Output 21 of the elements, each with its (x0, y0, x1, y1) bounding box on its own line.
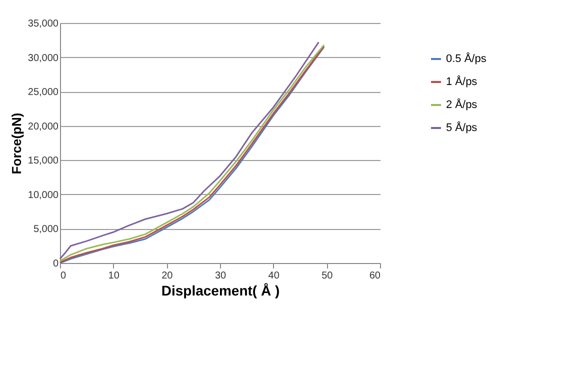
y-tick-label: 25,000 (28, 87, 59, 98)
y-tick-label: 0 (52, 258, 59, 270)
x-tick-label: 30 (214, 270, 226, 282)
x-tick-label: 60 (369, 270, 381, 282)
x-tick-label: 20 (162, 270, 174, 282)
legend-label: 5 Å/ps (446, 121, 478, 134)
y-tick-label: 15,000 (28, 156, 59, 167)
x-axis-title: Displacement( Å ) (161, 282, 280, 298)
y-tick-label: 20,000 (28, 121, 59, 132)
y-axis-title: Force(pN) (8, 112, 24, 174)
legend-label: 0.5 Å/ps (446, 52, 487, 65)
y-tick-label: 35,000 (28, 18, 59, 30)
x-tick-label: 10 (108, 270, 120, 282)
y-tick-label: 5,000 (33, 224, 59, 236)
x-tick-label: 40 (268, 270, 280, 282)
legend-label: 2 Å/ps (446, 98, 478, 111)
y-tick-label: 30,000 (28, 52, 59, 64)
legend-label: 1 Å/ps (446, 75, 478, 88)
x-tick-label: 50 (322, 270, 334, 282)
y-tick-label: 10,000 (28, 190, 59, 201)
x-tick-label: 0 (60, 270, 66, 282)
